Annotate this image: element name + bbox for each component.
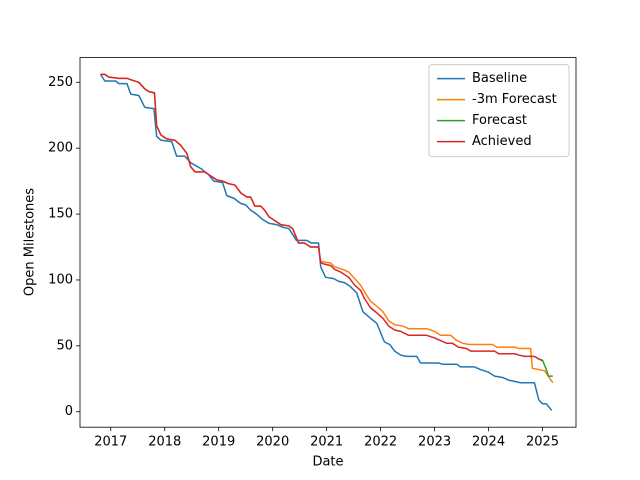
axes-frame	[79, 57, 577, 428]
x-tick-label: 2024	[472, 435, 505, 450]
y-tick-label: 50	[56, 338, 73, 353]
x-tick-label: 2021	[310, 435, 343, 450]
x-tick-label: 2023	[418, 435, 451, 450]
x-tick-label: 2022	[364, 435, 397, 450]
x-tick-label: 2020	[256, 435, 289, 450]
x-tick-label: 2018	[148, 435, 181, 450]
legend-label: Achieved	[472, 134, 532, 149]
x-tick-label: 2019	[202, 435, 235, 450]
legend-label: Forecast	[472, 113, 527, 128]
legend-box	[428, 64, 570, 158]
y-tick-label: 100	[48, 272, 73, 287]
y-tick-label: 200	[48, 141, 73, 156]
legend-label: -3m Forecast	[472, 92, 557, 107]
x-tick-label: 2025	[526, 435, 559, 450]
x-tick-label: 2017	[94, 435, 127, 450]
series-line	[100, 73, 543, 362]
y-axis-label: Open Milestones	[23, 188, 38, 296]
legend-label: Baseline	[472, 71, 527, 86]
x-axis-label: Date	[312, 455, 343, 470]
y-tick-label: 250	[48, 75, 73, 90]
y-tick-label: 150	[48, 207, 73, 222]
y-tick-label: 0	[65, 404, 73, 419]
